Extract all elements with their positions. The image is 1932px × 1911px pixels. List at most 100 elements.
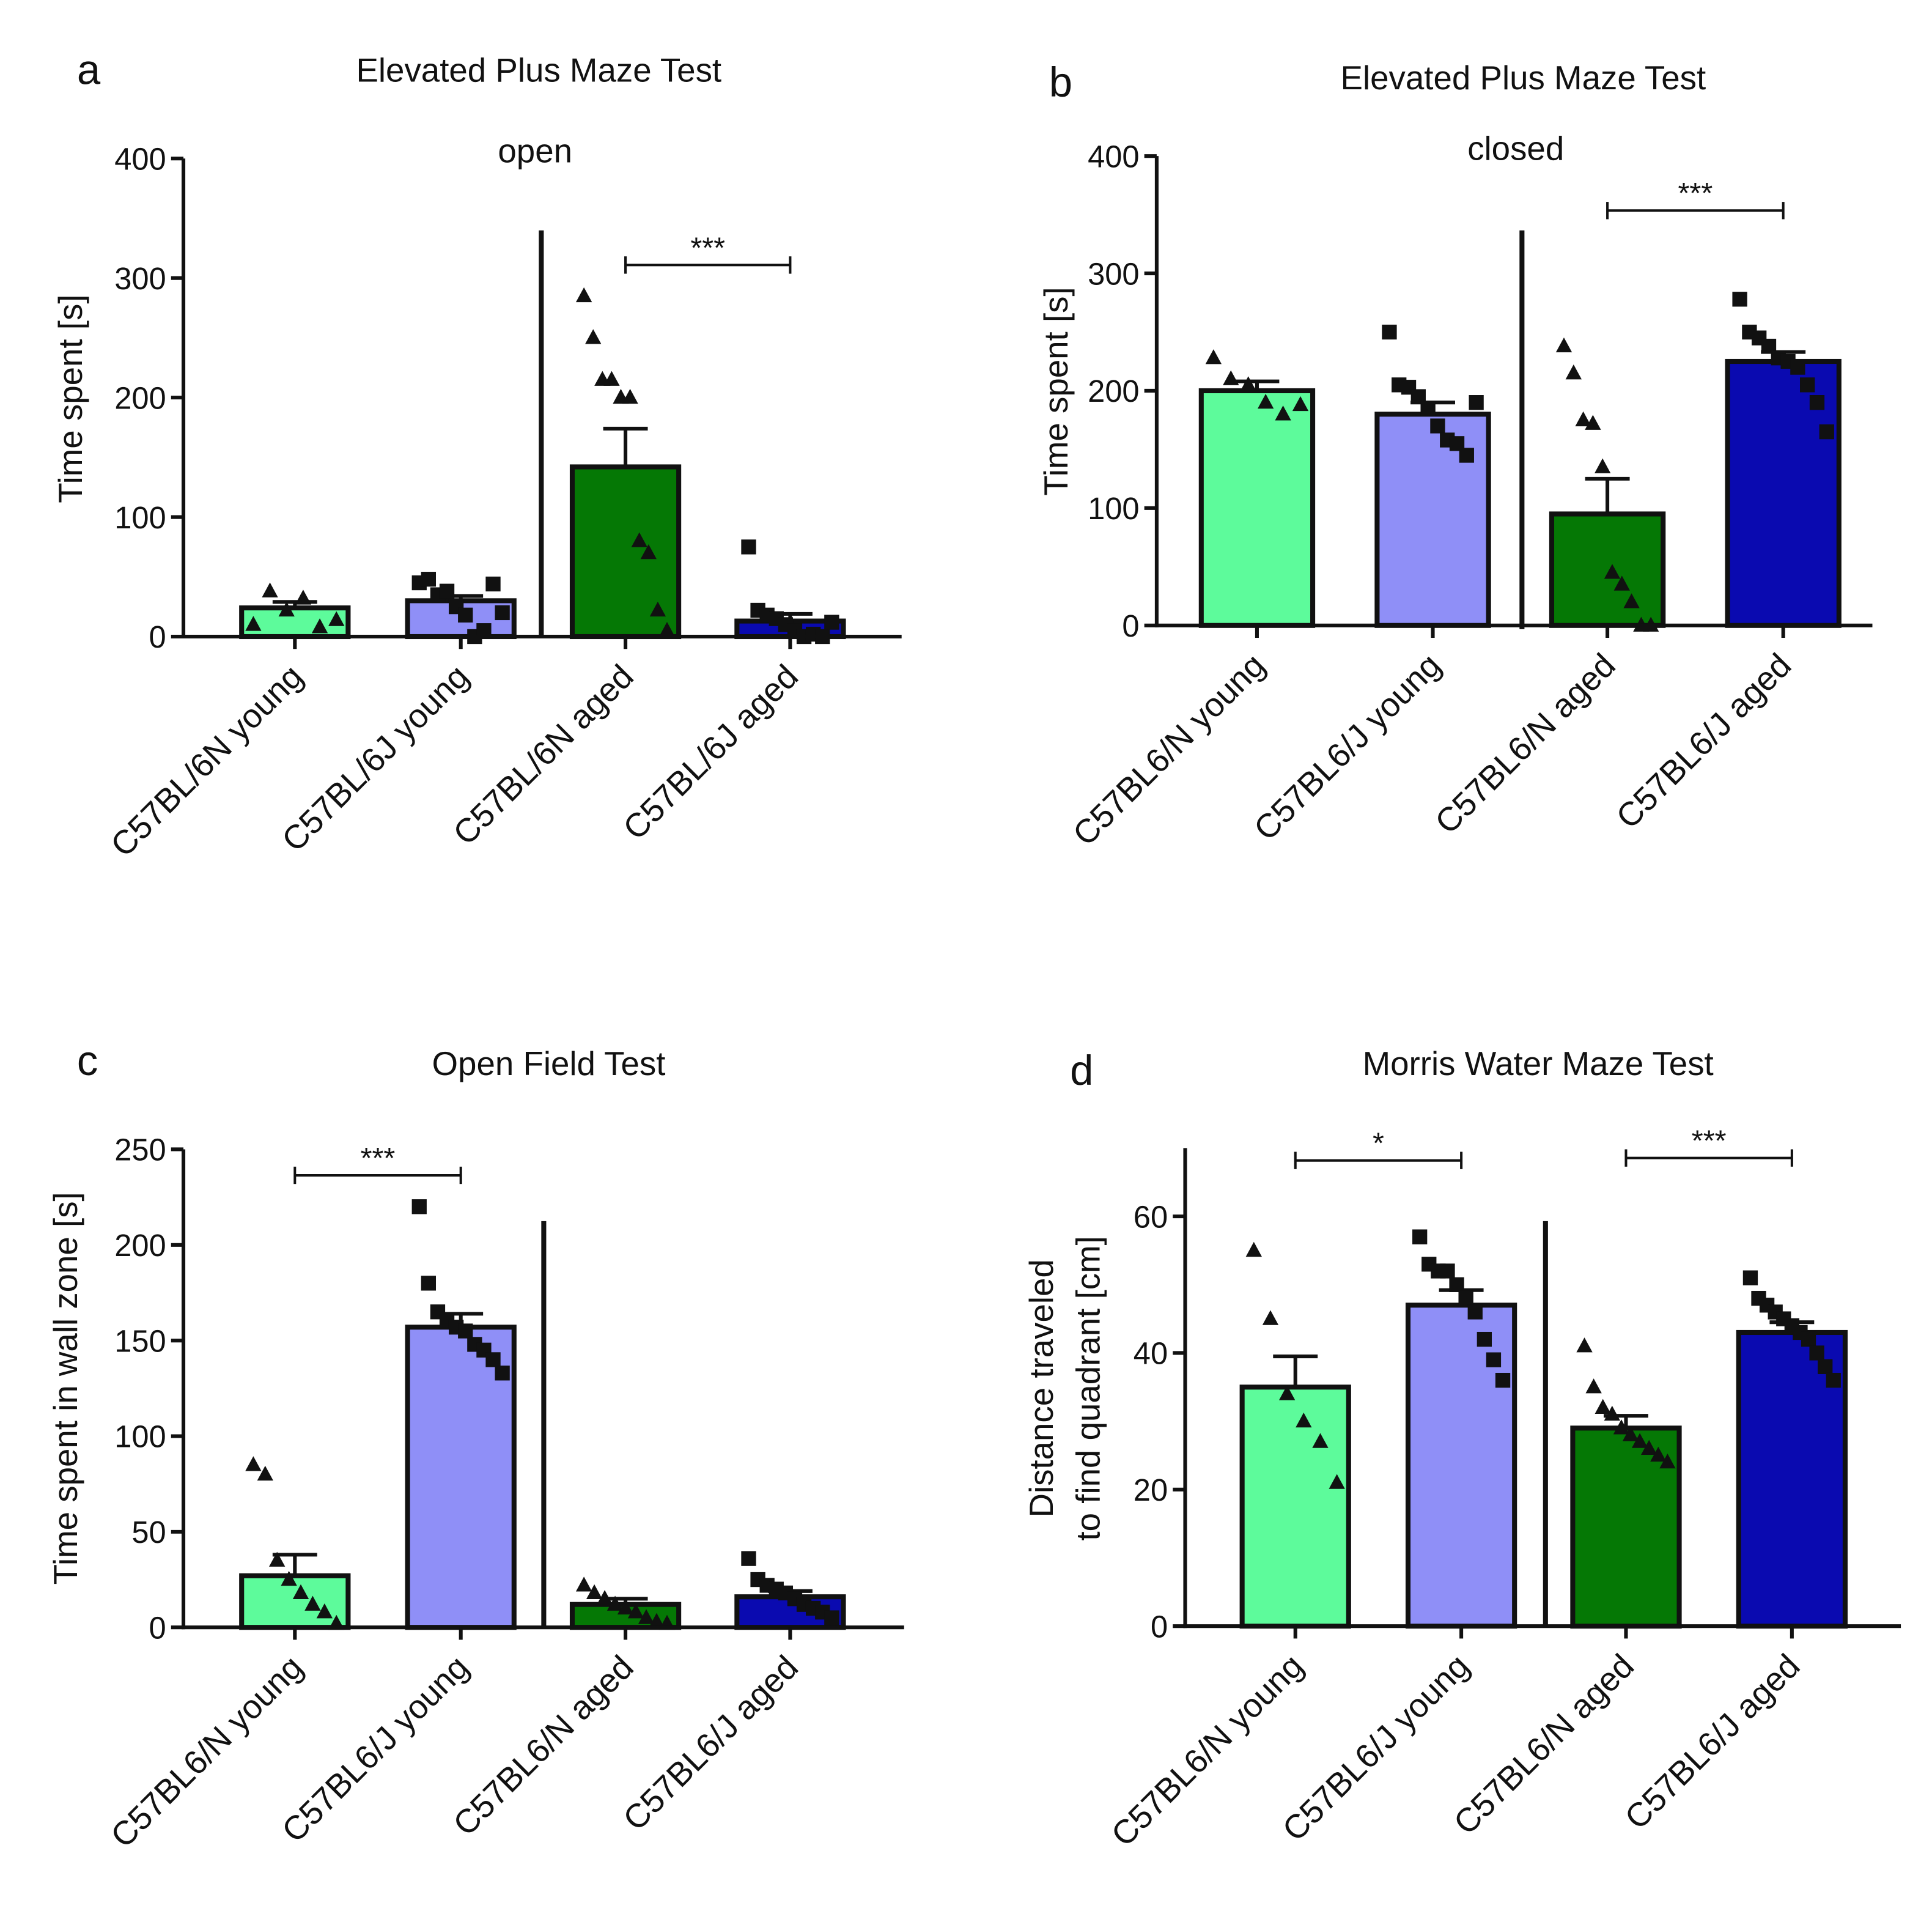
panel-b-point-2-1 (1565, 364, 1582, 380)
panel-c-point-2-7 (648, 1613, 665, 1628)
panel-b-title: Elevated Plus Maze Test (1341, 59, 1706, 97)
panel-d-point-0-5 (1329, 1474, 1345, 1489)
panel-a-point-1-9 (495, 605, 510, 621)
panel-b-x-tick-label-3: C57BL6/J aged (1609, 646, 1798, 835)
panel-b-point-0-5 (1292, 396, 1309, 412)
panel-d-sig-label-1: *** (1692, 1124, 1727, 1157)
panel-a-point-3-9 (824, 615, 839, 630)
panel-d-y-tick-label-1: 20 (1134, 1473, 1168, 1507)
panel-b: b Elevated Plus Maze Test closed Time sp… (1037, 59, 1873, 853)
panel-c-x-tick-label-2: C57BL6/N aged (446, 1648, 641, 1843)
panel-a-point-2-3 (603, 371, 620, 386)
panel-a-point-1-8 (485, 576, 501, 592)
panel-a-y-tick-label-0: 0 (149, 619, 166, 654)
panel-d-point-3-0 (1742, 1270, 1758, 1285)
panel-d-point-1-4 (1449, 1277, 1464, 1292)
panel-c-point-1-8 (485, 1352, 501, 1367)
panel-b-y-tick-label-2: 200 (1088, 374, 1139, 408)
panel-b-point-2-5 (1604, 564, 1621, 579)
panel-a: a Elevated Plus Maze Test open Time spen… (51, 46, 902, 864)
panel-a-y-tick-label-2: 200 (114, 380, 166, 415)
panel-c-y-tick-label-1: 50 (131, 1515, 166, 1550)
panel-a-point-1-3 (439, 583, 455, 599)
panel-d-point-2-7 (1641, 1440, 1657, 1455)
panel-c-point-3-9 (824, 1610, 839, 1625)
panel-c-y-tick-label-5: 250 (114, 1133, 166, 1167)
panel-a-y-tick-label-1: 100 (114, 500, 166, 535)
panel-a-x-tick-label-3: C57BL/6J aged (616, 657, 805, 846)
panel-d-point-1-3 (1440, 1263, 1455, 1279)
panel-b-sig-label-0: *** (1678, 177, 1713, 210)
panel-d-point-3-7 (1801, 1331, 1816, 1347)
panel-b-point-2-2 (1575, 411, 1591, 427)
panel-d-point-2-9 (1659, 1453, 1676, 1469)
panel-d-point-1-9 (1495, 1372, 1511, 1388)
panel-c-point-0-3 (281, 1570, 297, 1586)
panel-a-point-0-1 (262, 582, 278, 597)
panel-d-point-2-2 (1595, 1399, 1611, 1414)
panel-c-point-2-4 (617, 1599, 634, 1615)
panel-c-point-1-5 (458, 1323, 473, 1339)
panel-a-subtitle: open (498, 131, 572, 169)
panel-b-x-tick-label-2: C57BL6/N aged (1428, 646, 1623, 841)
panel-c-point-0-0 (245, 1456, 262, 1471)
panel-b-point-3-0 (1732, 292, 1747, 307)
panel-b-bar-1 (1374, 412, 1491, 628)
panel-d-point-2-0 (1576, 1337, 1593, 1353)
panel-c-y-tick-label-2: 100 (114, 1419, 166, 1454)
panel-b-letter: b (1049, 59, 1072, 106)
panel-c-point-0-1 (257, 1465, 273, 1481)
panel-d-point-0-4 (1312, 1433, 1329, 1448)
panel-a-point-0-3 (295, 590, 312, 605)
panel-b-point-3-9 (1819, 424, 1834, 440)
panel-b-point-1-4 (1420, 401, 1436, 416)
panel-c-point-0-4 (292, 1584, 309, 1600)
panel-b-bar-0 (1198, 388, 1316, 628)
panel-b-point-2-6 (1613, 575, 1630, 591)
panel-d-point-3-9 (1818, 1359, 1833, 1374)
panel-b-point-1-9 (1469, 395, 1484, 410)
panel-c-y-tick-label-4: 200 (114, 1228, 166, 1263)
panel-a-point-2-6 (631, 532, 647, 547)
panel-a-point-3-0 (741, 539, 756, 555)
panel-d-y-axis-label-line-1: Distance traveled (1022, 1259, 1060, 1517)
panel-d: d Morris Water Maze Test Distance travel… (1022, 1044, 1901, 1854)
panel-d-point-1-8 (1486, 1352, 1502, 1367)
panel-a-point-0-2 (278, 601, 295, 617)
panel-a-point-0-5 (328, 611, 345, 626)
panel-d-x-tick-label-3: C57BL6/J aged (1617, 1647, 1807, 1836)
panel-b-point-0-3 (1257, 393, 1274, 409)
panel-c-point-1-9 (495, 1366, 510, 1381)
panel-d-point-2-6 (1631, 1433, 1648, 1448)
panel-c-y-tick-label-0: 0 (149, 1610, 166, 1645)
panel-b-point-2-4 (1595, 458, 1611, 473)
panel-b-subtitle: closed (1467, 129, 1564, 167)
panel-c-point-2-2 (596, 1590, 613, 1605)
panel-c-point-2-3 (607, 1595, 624, 1611)
panel-b-point-0-0 (1205, 349, 1222, 364)
panel-c-title: Open Field Test (432, 1044, 666, 1082)
panel-d-point-3-10 (1826, 1372, 1841, 1388)
panel-b-point-2-7 (1623, 593, 1640, 608)
panel-c-y-axis-label: Time spent in wall zone [s] (46, 1192, 84, 1584)
panel-a-point-1-1 (421, 572, 437, 587)
panel-a-sig-label-0: *** (690, 231, 725, 264)
panel-d-bar-0 (1239, 1384, 1351, 1629)
panel-a-y-axis-label: Time spent [s] (51, 294, 89, 503)
panel-a-point-1-5 (458, 607, 473, 623)
panel-c-point-1-0 (411, 1199, 427, 1214)
panel-b-bar-2 (1549, 511, 1666, 628)
panel-c-y-tick-label-3: 150 (114, 1323, 166, 1358)
panel-a-point-0-4 (311, 618, 328, 634)
panel-c: c Open Field Test Time spent in wall zon… (46, 1037, 904, 1855)
panel-d-y-tick-label-2: 40 (1134, 1336, 1168, 1371)
panel-a-point-2-1 (585, 329, 602, 344)
panel-c-sig-label-0: *** (361, 1142, 396, 1175)
panel-b-point-2-3 (1585, 415, 1601, 430)
panel-b-point-0-1 (1223, 370, 1239, 385)
panel-b-point-1-0 (1382, 324, 1397, 340)
